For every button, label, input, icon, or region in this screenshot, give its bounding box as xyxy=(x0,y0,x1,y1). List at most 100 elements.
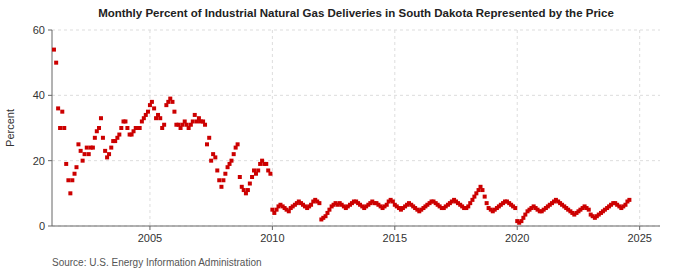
point xyxy=(73,172,77,176)
point xyxy=(97,126,101,130)
y-tick xyxy=(48,160,52,161)
point xyxy=(101,136,105,140)
y-tick-label: 0 xyxy=(39,220,45,232)
point xyxy=(62,126,66,130)
y-tick-label: 40 xyxy=(33,89,45,101)
grid-line-y xyxy=(52,95,660,96)
x-tick-label: 2020 xyxy=(505,232,529,244)
point xyxy=(587,208,591,212)
point xyxy=(150,100,154,104)
point xyxy=(81,159,85,163)
y-tick xyxy=(48,226,52,227)
point xyxy=(232,152,236,156)
point xyxy=(317,201,321,205)
point xyxy=(125,126,129,130)
title: Monthly Percent of Industrial Natural Ga… xyxy=(98,7,614,19)
point xyxy=(117,133,121,137)
point xyxy=(68,191,72,195)
x-tick xyxy=(394,226,395,230)
x-tick-label: 2025 xyxy=(627,232,651,244)
point xyxy=(52,48,56,52)
point xyxy=(170,100,174,104)
point xyxy=(103,149,107,153)
point xyxy=(109,146,113,150)
point xyxy=(91,146,95,150)
point xyxy=(76,142,80,146)
x-tick xyxy=(639,226,640,230)
point xyxy=(480,188,484,192)
point xyxy=(146,110,150,114)
point xyxy=(172,110,176,114)
point xyxy=(87,152,91,156)
points xyxy=(52,48,631,225)
point xyxy=(123,119,127,123)
grid-line-y xyxy=(52,30,660,31)
point xyxy=(221,178,225,182)
grid-line-x xyxy=(639,30,640,226)
grid-line-x xyxy=(149,30,150,226)
grid-line-x xyxy=(517,30,518,226)
point xyxy=(191,119,195,123)
point xyxy=(193,113,197,117)
point xyxy=(513,206,517,210)
point xyxy=(219,185,223,189)
point xyxy=(58,126,62,130)
y-tick-label: 60 xyxy=(33,24,45,36)
point xyxy=(217,178,221,182)
chart-container: Monthly Percent of Industrial Natural Ga… xyxy=(0,0,675,275)
point xyxy=(248,182,252,186)
point xyxy=(203,123,207,127)
grid-line-x xyxy=(394,30,395,226)
point xyxy=(209,159,213,163)
point xyxy=(485,201,489,205)
point xyxy=(250,175,254,179)
point xyxy=(64,162,68,166)
grid-line-y xyxy=(52,160,660,161)
point xyxy=(158,116,162,120)
point xyxy=(56,106,60,110)
grid-line-y xyxy=(52,226,660,227)
y-tick xyxy=(48,95,52,96)
point xyxy=(483,195,487,199)
point xyxy=(229,159,233,163)
x-tick-label: 2010 xyxy=(260,232,284,244)
point xyxy=(205,142,209,146)
point xyxy=(213,155,217,159)
point xyxy=(627,198,631,202)
point xyxy=(207,136,211,140)
x-tick-label: 2015 xyxy=(383,232,407,244)
point xyxy=(268,172,272,176)
point xyxy=(264,162,268,166)
point xyxy=(83,152,87,156)
point xyxy=(85,146,89,150)
point xyxy=(54,61,58,65)
y-tick xyxy=(48,30,52,31)
point xyxy=(162,123,166,127)
point xyxy=(70,178,74,182)
point xyxy=(74,165,78,169)
source-note: Source: U.S. Energy Information Administ… xyxy=(52,257,262,268)
point xyxy=(238,175,242,179)
x-tick-label: 2005 xyxy=(138,232,162,244)
y-axis-line xyxy=(52,30,53,226)
point xyxy=(66,178,70,182)
x-tick xyxy=(517,226,518,230)
point xyxy=(79,149,83,153)
point xyxy=(99,116,103,120)
point xyxy=(256,168,260,172)
point xyxy=(215,168,219,172)
x-tick xyxy=(149,226,150,230)
y-tick-label: 20 xyxy=(33,155,45,167)
chart-svg: Monthly Percent of Industrial Natural Ga… xyxy=(0,0,675,275)
point xyxy=(119,126,123,130)
point xyxy=(107,152,111,156)
y-axis-label: Percent xyxy=(4,109,16,147)
point xyxy=(60,110,64,114)
point xyxy=(223,172,227,176)
point xyxy=(246,188,250,192)
point xyxy=(93,136,97,140)
point xyxy=(152,106,156,110)
point xyxy=(236,142,240,146)
point xyxy=(138,126,142,130)
grid-line-x xyxy=(272,30,273,226)
